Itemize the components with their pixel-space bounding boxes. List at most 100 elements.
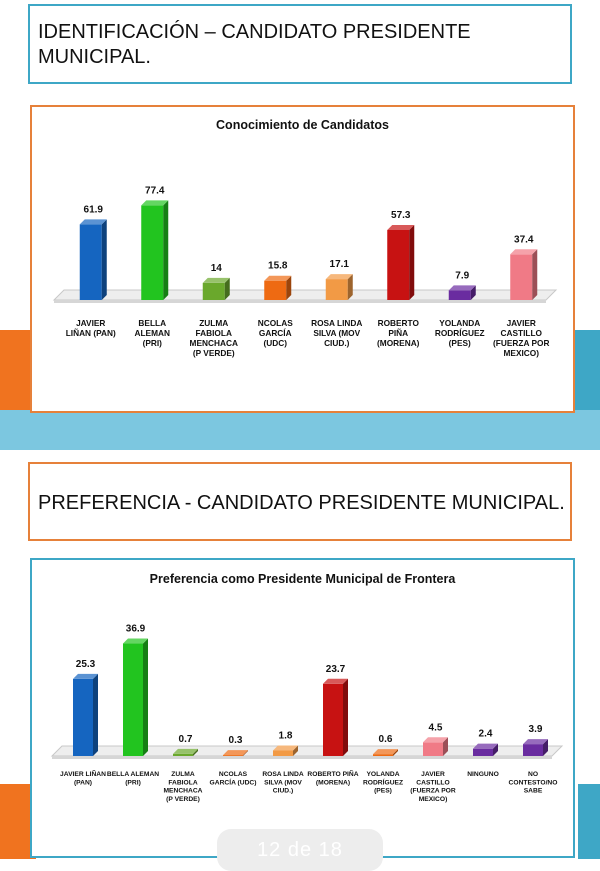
bar-side — [543, 739, 548, 756]
bar-side — [443, 737, 448, 756]
category-label: ROSA LINDA SILVA (MOV CIUD.) — [262, 771, 304, 795]
bar-top — [73, 673, 98, 679]
category-label: YOLANDA RODRÍGUEZ (PES) — [435, 318, 485, 348]
category-label: JAVIER LIÑAN (PAN) — [60, 769, 106, 786]
section-title: PREFERENCIA - CANDIDATO PRESIDENTE MUNIC… — [38, 492, 565, 514]
bar-top — [123, 638, 148, 644]
chart-conocimiento: Conocimiento de Candidatos 61.9 JAVIER LIÑ… — [30, 105, 575, 413]
bar-side — [347, 274, 353, 300]
bar-top — [173, 748, 198, 754]
chart-bar — [473, 743, 498, 756]
bar-top — [373, 749, 398, 755]
bar-side — [532, 249, 538, 300]
bar-side — [224, 277, 230, 300]
chart-bar — [323, 678, 348, 756]
section-title-box: IDENTIFICACIÓN – CANDIDATO PRESIDENTE MU… — [28, 4, 572, 84]
bar-front — [323, 683, 343, 756]
bar-top — [323, 678, 348, 684]
chart-plot: 25.3 JAVIER LIÑAN (PAN) 36.9 BELLA ALEMAN (PR… — [50, 624, 564, 803]
bar-front — [387, 229, 410, 300]
bar-front — [264, 280, 287, 300]
data-label: 4.5 — [429, 722, 443, 733]
data-label: 0.7 — [179, 734, 193, 745]
page-indicator[interactable]: 12 de 18 — [217, 829, 383, 871]
slide-preferencia: PREFERENCIA - CANDIDATO PRESIDENTE MUNIC… — [0, 454, 600, 859]
data-label: 1.8 — [279, 731, 293, 742]
bar-front — [141, 205, 164, 300]
bar-side — [193, 748, 198, 756]
chart-bar — [448, 285, 476, 300]
bar-front — [223, 755, 243, 756]
chart-bar — [264, 275, 292, 300]
data-label: 61.9 — [84, 204, 104, 215]
category-label: NINGUNO — [467, 771, 499, 778]
chart-plot: 61.9 JAVIER LIÑAN (PAN) 77.4 BELLA ALEMAN (PRI… — [52, 185, 558, 358]
bar-front — [73, 678, 93, 756]
bar-top — [223, 750, 248, 756]
bar-side — [470, 285, 476, 300]
section-title-box: PREFERENCIA - CANDIDATO PRESIDENTE MUNIC… — [28, 462, 572, 541]
bar-front — [123, 643, 143, 756]
chart-bar — [325, 274, 353, 300]
bar-front — [173, 753, 193, 756]
bar-side — [163, 200, 169, 300]
chart-bar — [373, 749, 398, 756]
category-label: JAVIER LIÑAN (PAN) — [66, 318, 116, 338]
chart-bar — [510, 249, 538, 300]
bar-front — [510, 254, 533, 300]
bar-top — [325, 274, 353, 280]
category-label: ZULMA FABIOLA MENCHACA (P VERDE) — [190, 318, 238, 358]
chart-bar — [79, 219, 107, 300]
data-label: 7.9 — [455, 270, 469, 281]
bar-top — [79, 219, 107, 225]
bar-side — [143, 638, 148, 756]
bar-front — [448, 290, 471, 300]
bar-top — [202, 277, 230, 283]
data-label: 15.8 — [268, 261, 288, 272]
chart-bar — [141, 200, 169, 300]
bar-side — [293, 745, 298, 756]
bar-front — [523, 744, 543, 756]
chart-bar — [387, 224, 415, 300]
chart-floor-edge — [52, 756, 552, 759]
bar-front — [325, 279, 348, 300]
chart-bar — [202, 277, 230, 300]
data-label: 36.9 — [126, 624, 146, 635]
category-label: JAVIER CASTILLO (FUERZA POR MEXICO) — [410, 771, 456, 803]
data-label: 2.4 — [479, 729, 493, 740]
chart-bar — [223, 750, 248, 756]
bar-front — [273, 750, 293, 756]
bar-top — [141, 200, 169, 206]
category-label: BELLA ALEMAN (PRI) — [135, 318, 171, 348]
chart-title: Preferencia como Presidente Municipal de… — [149, 572, 456, 586]
bar-side — [493, 743, 498, 756]
bar-side — [409, 224, 415, 300]
bar-top — [273, 745, 298, 751]
data-label: 3.9 — [529, 724, 543, 735]
bar-top — [387, 224, 415, 230]
category-label: JAVIER CASTILLO (FUERZA POR MEXICO) — [493, 318, 549, 358]
data-label: 37.4 — [514, 234, 534, 245]
data-label: 57.3 — [391, 210, 411, 221]
category-label: ROBERTO PIÑA (MORENA) — [307, 769, 358, 786]
chart-bar — [273, 745, 298, 756]
decor-blue-strip — [578, 784, 600, 859]
data-label: 77.4 — [145, 185, 165, 196]
bar-front — [373, 754, 393, 756]
chart-bar — [173, 748, 198, 756]
data-label: 14 — [211, 263, 223, 274]
chart-floor — [52, 289, 558, 301]
bar-front — [473, 748, 493, 756]
section-title: IDENTIFICACIÓN – CANDIDATO PRESIDENTE MU… — [38, 21, 471, 68]
category-label: ZULMA FABIOLA MENCHACA (P VERDE) — [163, 771, 202, 803]
bar-top — [423, 737, 448, 743]
category-label: NO CONTESTO/NO SABE — [509, 771, 558, 795]
category-label: YOLANDA RODRÍGUEZ (PES) — [363, 771, 403, 795]
bar-top — [264, 275, 292, 281]
category-label: NCOLAS GARCÍA (UDC) — [210, 771, 257, 786]
chart-bar — [523, 739, 548, 756]
chart-floor-edge — [54, 300, 546, 303]
bar-side — [101, 219, 107, 300]
slide-identificacion: IDENTIFICACIÓN – CANDIDATO PRESIDENTE MU… — [0, 4, 600, 450]
category-label: BELLA ALEMAN (PRI) — [107, 771, 159, 786]
